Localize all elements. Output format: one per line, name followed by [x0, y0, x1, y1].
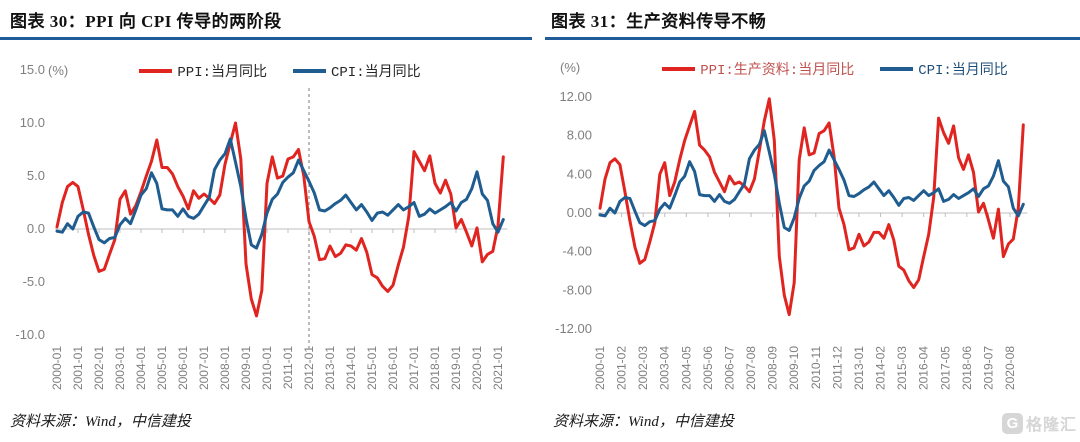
x-axis-tick-label: 2005-06 — [701, 346, 715, 390]
y-axis-tick-label: 0.0 — [27, 221, 45, 236]
x-axis-tick-label: 2002-03 — [636, 346, 650, 390]
x-axis-tick-label: 2015-01 — [365, 346, 379, 390]
x-axis-tick-label: 2016-01 — [386, 346, 400, 390]
y-axis-tick-label: -5.0 — [23, 274, 45, 289]
x-axis-tick-label: 2014-01 — [344, 346, 358, 390]
legend: PPI:生产资料:当月同比 CPI:当月同比 — [590, 59, 1080, 79]
chart-panel-ppi-cpi: 图表 30：PPI 向 CPI 传导的两阶段 (%) PPI:当月同比 CPI:当… — [0, 12, 532, 430]
legend-item-cpi: CPI:当月同比 — [880, 59, 1008, 79]
x-axis-tick-label: 2001-01 — [71, 346, 85, 390]
logo-text: 格隆汇 — [1026, 417, 1078, 434]
line-chart-ppi-prod-materials: 2000-01 2001-02 2002-03 2003-04 2004-05 2005-… — [555, 89, 1028, 390]
x-axis-tick-label: 2015-03 — [895, 346, 909, 390]
x-axis-tick-label: 2020-08 — [1003, 346, 1017, 390]
x-axis-tick-label: 2008-09 — [766, 346, 780, 390]
x-axis-tick-label: 2000-01 — [593, 346, 607, 390]
y-axis-tick-label: -12.00 — [555, 321, 592, 336]
legend-item-ppi: PPI:生产资料:当月同比 — [662, 59, 854, 79]
gelonghui-logo: G 格隆汇 — [1002, 411, 1077, 435]
x-axis-tick-label: 2010-01 — [260, 346, 274, 390]
x-axis-tick-label: 2004-05 — [679, 346, 693, 390]
x-axis-tick-label: 2006-01 — [176, 346, 190, 390]
x-axis-tick-label: 2008-01 — [218, 346, 232, 390]
x-axis-tick-label: 2005-01 — [155, 346, 169, 390]
logo-g-icon: G — [1002, 412, 1023, 434]
ppi-series-line — [598, 97, 1025, 317]
x-axis-tick-label: 2011-01 — [281, 346, 295, 389]
legend-line-swatch — [880, 67, 914, 71]
x-axis-tick-label: 2018-06 — [960, 346, 974, 390]
x-axis-tick-label: 2003-01 — [113, 346, 127, 390]
x-axis-tick-label: 2010-11 — [809, 346, 823, 389]
x-axis-tick-label: 2004-01 — [134, 346, 148, 390]
chart-panel-ppi-prod-materials: 图表 31：生产资料传导不畅 (%) PPI:生产资料:当月同比 CPI:当月同比… — [540, 0, 1080, 442]
cpi-series-line — [598, 129, 1025, 232]
x-axis-tick-label: 2007-08 — [744, 346, 758, 390]
legend-item-ppi: PPI:当月同比 — [139, 61, 267, 81]
y-axis-tick-label: 8.00 — [567, 128, 592, 143]
chart-title: 图表 30：PPI 向 CPI 传导的两阶段 — [10, 12, 282, 31]
x-axis-tick-label: 2007-01 — [197, 346, 211, 390]
x-axis-tick-label: 2000-01 — [50, 346, 64, 390]
y-axis-tick-label: 12.00 — [559, 89, 592, 104]
legend-line-swatch — [662, 67, 696, 71]
line-chart-ppi-cpi: 2000-01 2001-01 2002-01 2003-01 2004-01 2005-… — [15, 62, 508, 390]
x-axis-tick-label: 2013-01 — [852, 346, 866, 390]
legend-line-swatch — [139, 69, 173, 73]
title-rule — [545, 37, 1080, 40]
x-axis-tick-label: 2020-01 — [470, 346, 484, 390]
y-axis-unit-label: (%) — [560, 60, 581, 75]
y-axis-tick-label: -10.0 — [15, 327, 45, 342]
x-axis-tick-label: 2017-01 — [407, 346, 421, 390]
y-axis-tick-label: -4.00 — [562, 244, 592, 259]
cpi-series-line — [55, 137, 505, 250]
legend-label: PPI:当月同比 — [177, 65, 267, 81]
source-note: 资料来源：Wind，中信建投 — [553, 414, 734, 430]
source-note: 资料来源：Wind，中信建投 — [10, 414, 191, 430]
legend-label: PPI:生产资料:当月同比 — [700, 63, 855, 79]
y-axis-tick-label: 15.0 — [20, 62, 45, 77]
x-axis-tick-label: 2021-01 — [491, 346, 505, 390]
x-axis-tick-label: 2009-10 — [787, 346, 801, 390]
x-axis-tick-label: 2012-01 — [302, 346, 316, 390]
y-axis-tick-label: -8.00 — [562, 282, 592, 297]
y-axis-tick-label: 0.00 — [567, 205, 592, 220]
legend: PPI:当月同比 CPI:当月同比 — [30, 61, 530, 81]
x-axis-tick-label: 2017-05 — [938, 346, 952, 390]
x-axis-tick-label: 2011-12 — [830, 346, 844, 389]
x-axis-tick-label: 2002-01 — [92, 346, 106, 390]
x-axis-tick-label: 2019-07 — [981, 346, 995, 390]
y-axis-tick-label: 4.00 — [567, 166, 592, 181]
x-axis-tick-label: 2019-01 — [449, 346, 463, 390]
y-axis-unit-label: (%) — [48, 63, 69, 78]
x-axis-tick-label: 2014-02 — [874, 346, 888, 390]
x-axis-tick-label: 2018-01 — [428, 346, 442, 390]
x-axis-tick-label: 2016-04 — [917, 346, 931, 390]
y-axis-tick-label: 5.0 — [27, 168, 45, 183]
x-axis-tick-label: 2006-07 — [722, 346, 736, 390]
x-axis-tick-label: 2009-01 — [239, 346, 253, 390]
x-axis-tick-label: 2001-02 — [615, 346, 629, 390]
ppi-series-line — [55, 121, 505, 318]
chart-title: 图表 31：生产资料传导不畅 — [551, 12, 767, 31]
title-rule — [0, 37, 532, 40]
legend-label: CPI:当月同比 — [918, 63, 1008, 79]
y-axis-tick-label: 10.0 — [20, 115, 45, 130]
x-axis-tick-label: 2003-04 — [658, 346, 672, 390]
legend-item-cpi: CPI:当月同比 — [293, 61, 421, 81]
legend-label: CPI:当月同比 — [331, 65, 421, 81]
legend-line-swatch — [293, 69, 326, 73]
x-axis-tick-label: 2013-01 — [323, 346, 337, 390]
